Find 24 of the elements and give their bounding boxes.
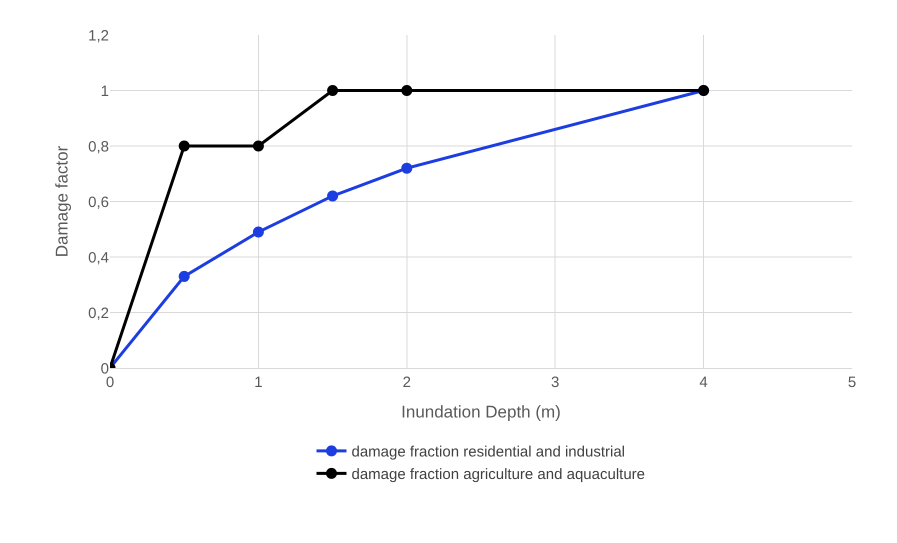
x-tick-label: 2: [402, 374, 411, 391]
y-tick-label: 1,2: [88, 27, 109, 44]
x-tick-label: 3: [551, 374, 560, 391]
point: [327, 190, 338, 202]
legend-label: damage fraction residential and industrial: [352, 444, 625, 461]
y-tick-label: 0,8: [88, 138, 109, 156]
x-tick-label: 1: [254, 374, 263, 391]
point: [178, 270, 190, 282]
legend-label: damage fraction agriculture and aquaculture: [352, 466, 646, 484]
point: [401, 162, 412, 174]
point: [327, 85, 338, 96]
x-axis-title: Inundation Depth (m): [401, 402, 561, 422]
point: [252, 226, 264, 238]
y-tick-label: 0: [100, 360, 109, 378]
x-tick-label: 4: [699, 374, 708, 391]
y-axis-title: Damage factor: [52, 145, 72, 258]
y-tick-label: 0,2: [88, 304, 109, 322]
point: [252, 140, 264, 152]
y-tick-label: 1: [100, 82, 109, 100]
x-tick-label: 5: [848, 374, 856, 391]
y-tick-label: 0,6: [88, 194, 109, 211]
point: [401, 85, 412, 96]
point: [178, 140, 190, 152]
y-tick-label: 0,4: [88, 249, 109, 266]
